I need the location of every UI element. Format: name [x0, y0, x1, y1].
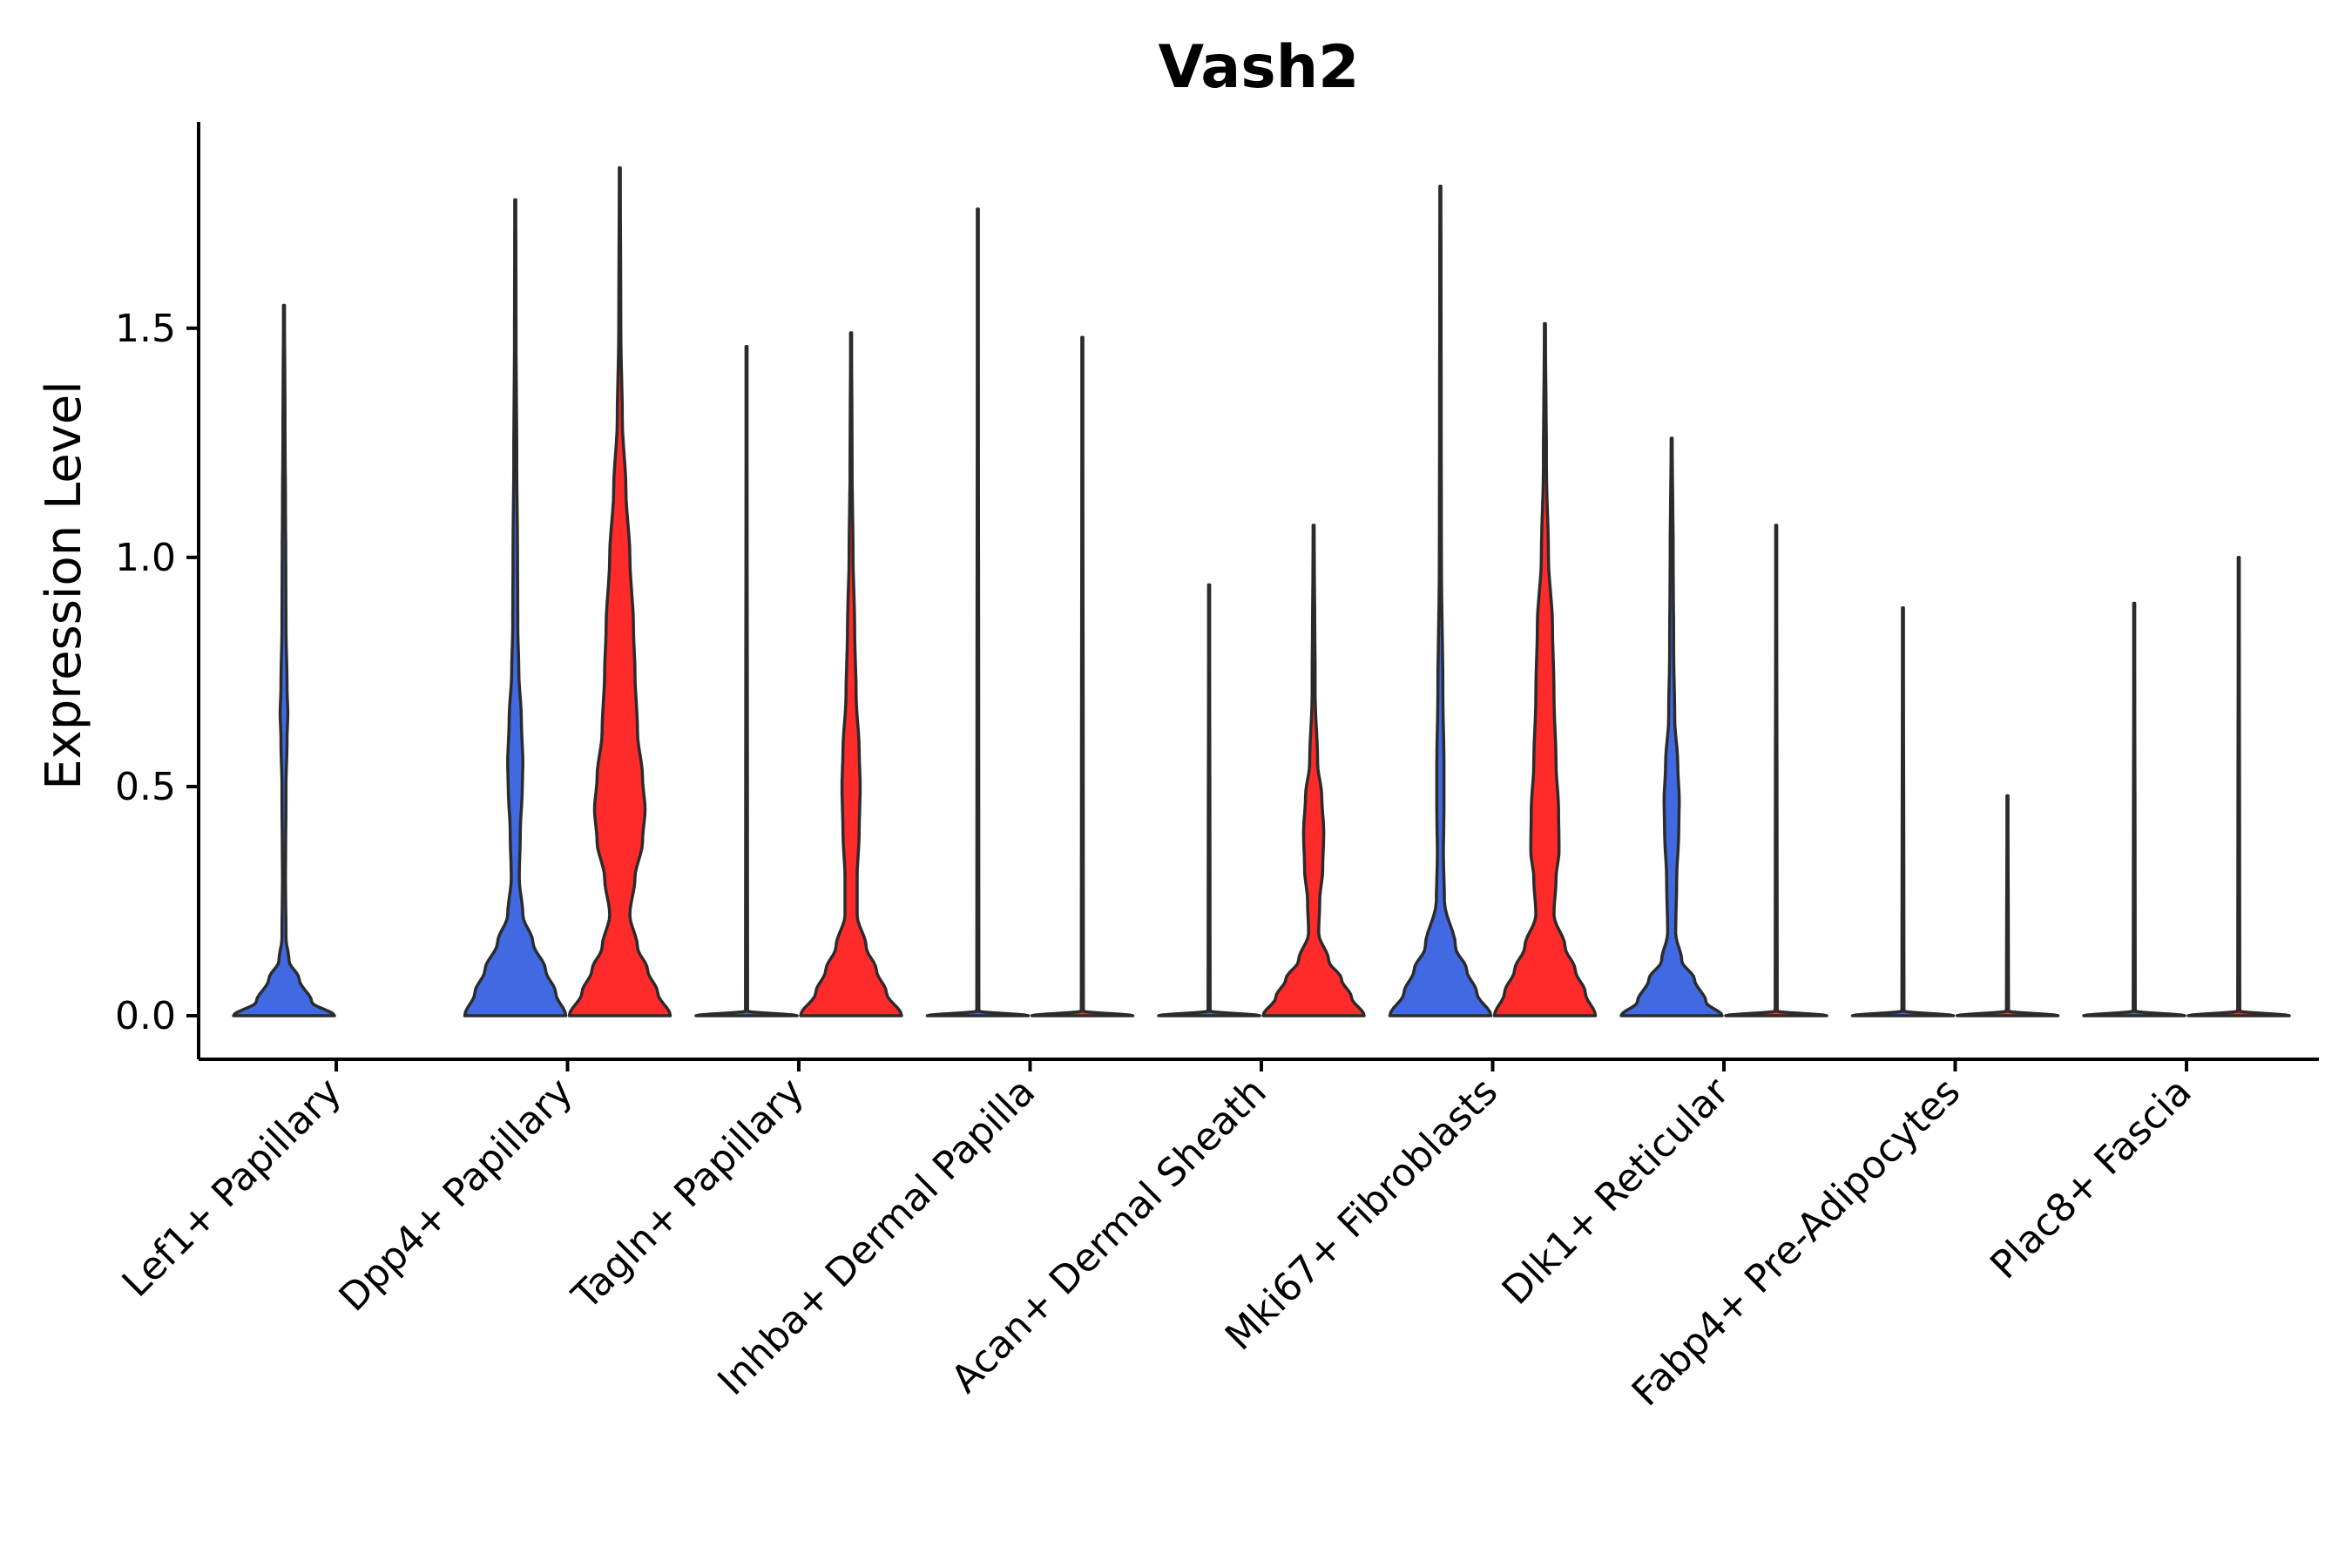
violin-blue-1 — [232, 303, 336, 1017]
chart-title: Vash2 — [1159, 33, 1360, 102]
violin-red-2 — [567, 166, 672, 1017]
y-axis: 0.0 0.5 1.0 1.5 — [115, 122, 200, 1059]
violin-red-4 — [1030, 335, 1135, 1017]
y-tick-label: 1.0 — [115, 536, 176, 580]
y-axis-label: Expression Level — [36, 381, 92, 790]
violin-red-7 — [1724, 524, 1828, 1017]
y-tick-label: 0.0 — [115, 994, 176, 1038]
violin-blue-4 — [925, 207, 1031, 1017]
violin-blue-2 — [463, 198, 568, 1017]
x-tick-label: Dlk1+ Reticular — [1494, 1069, 1739, 1314]
x-tick-label: Lef1+ Papillary — [114, 1070, 350, 1306]
x-tick-label: Tagln+ Papillary — [564, 1070, 813, 1319]
violin-blue-5 — [1157, 583, 1261, 1017]
x-tick-label: Plac8+ Fascia — [1982, 1070, 2200, 1288]
violin-blue-8 — [1850, 605, 1956, 1017]
y-tick-label: 0.5 — [115, 765, 176, 809]
violin-blue-6 — [1388, 184, 1493, 1017]
violin-red-9 — [2186, 556, 2291, 1017]
violin-red-6 — [1492, 321, 1598, 1017]
violin-blue-9 — [2082, 601, 2186, 1017]
x-tick-label: Dpp4+ Papillary — [331, 1070, 582, 1321]
violin-blue-7 — [1619, 436, 1724, 1017]
violin-red-8 — [1955, 794, 2060, 1017]
violins-layer — [232, 166, 2291, 1017]
violin-blue-3 — [694, 345, 799, 1017]
violin-red-3 — [799, 331, 903, 1017]
y-tick-label: 1.5 — [115, 307, 176, 351]
violin-red-5 — [1261, 524, 1366, 1017]
